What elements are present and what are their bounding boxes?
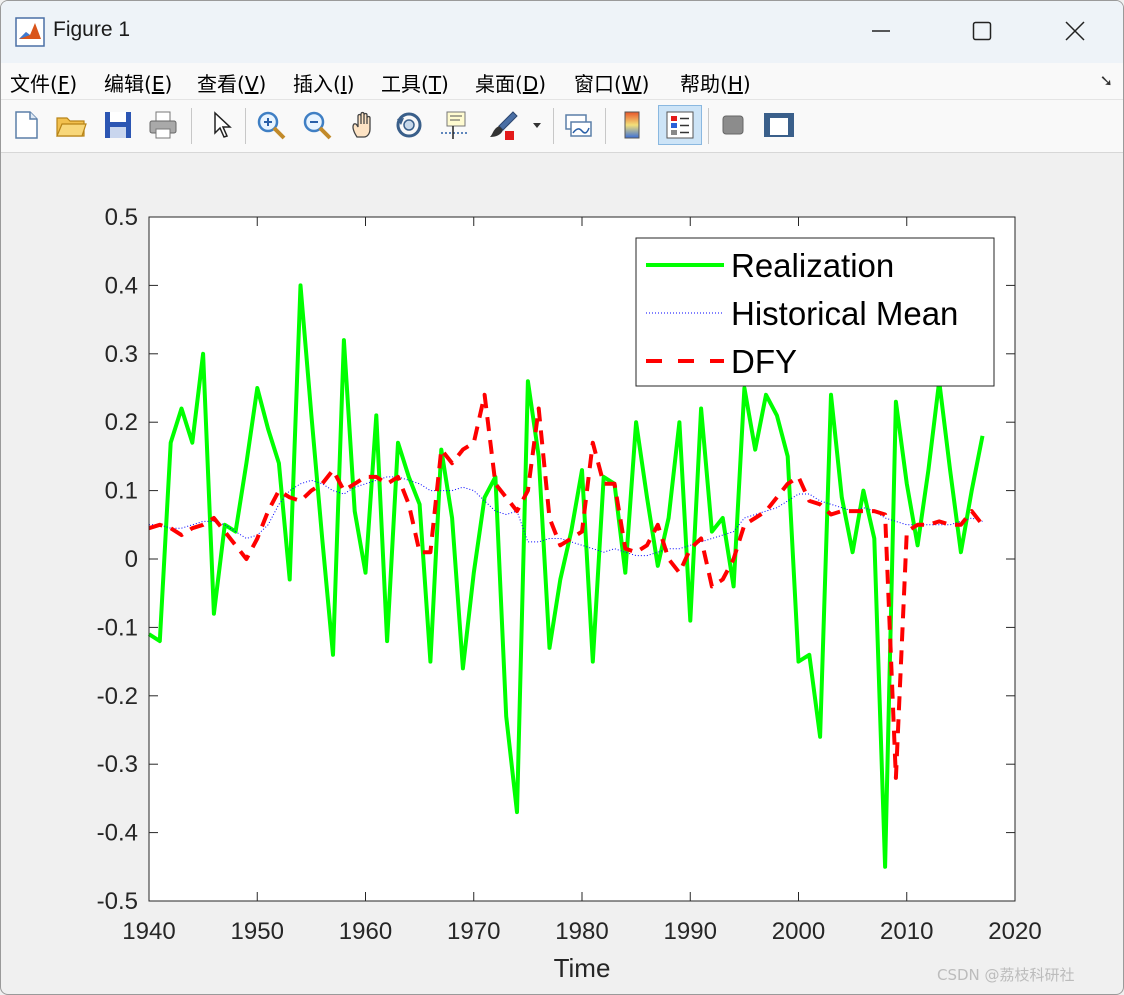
window-title: Figure 1 (53, 18, 131, 41)
x-tick-label: 1980 (555, 918, 608, 945)
new-figure-button[interactable] (8, 107, 44, 143)
toolbar-separator (605, 108, 606, 144)
data-cursor-icon (441, 111, 469, 139)
legend-icon (666, 111, 694, 139)
colorbar-icon (624, 111, 640, 139)
zoom-in-icon (257, 111, 286, 140)
brush-icon (490, 111, 518, 140)
maximize-icon (972, 21, 992, 41)
link-plot-icon (565, 114, 592, 137)
save-icon (105, 112, 131, 138)
toolbar-separator (245, 108, 246, 144)
y-tick-label: -0.4 (97, 820, 138, 847)
y-tick-label: -0.5 (97, 888, 138, 915)
hide-plot-tools-button[interactable] (715, 107, 751, 143)
chevron-down-icon (533, 123, 541, 128)
menu-desktop[interactable]: 桌面(D) (475, 72, 547, 96)
series-line-dfy (148, 392, 985, 780)
zoom-out-button[interactable] (299, 107, 335, 143)
menu-edit[interactable]: 编辑(E) (104, 72, 173, 96)
menu-tools[interactable]: 工具(T) (381, 72, 449, 96)
x-tick-label: 1960 (339, 918, 392, 945)
y-tick-label: 0.5 (105, 204, 138, 231)
save-button[interactable] (100, 107, 136, 143)
open-folder-icon (56, 117, 87, 137)
close-icon (1065, 21, 1085, 41)
show-plot-tools-icon (764, 113, 794, 137)
y-tick-label: 0.2 (105, 409, 138, 436)
open-button[interactable] (53, 107, 89, 143)
edit-plot-button[interactable] (202, 107, 238, 143)
print-button[interactable] (145, 107, 181, 143)
x-tick-label: 1970 (447, 918, 500, 945)
zoom-in-button[interactable] (253, 107, 289, 143)
new-file-icon (15, 111, 38, 139)
rotate-3d-icon (396, 112, 422, 138)
pan-hand-icon (352, 111, 371, 138)
hide-plot-tools-icon (722, 115, 744, 135)
brush-button[interactable] (485, 107, 521, 143)
print-icon (149, 111, 177, 139)
figure-toolbar (1, 100, 1123, 153)
rotate-button[interactable] (391, 107, 427, 143)
watermark-text: CSDN @荔枝科研社 (937, 966, 1075, 984)
minimize-button[interactable] (851, 11, 911, 51)
show-plot-tools-button[interactable] (761, 107, 797, 143)
x-tick-label: 2000 (772, 918, 825, 945)
matlab-app-icon (15, 17, 45, 47)
legend-entry-label: DFY (731, 343, 797, 380)
x-tick-label: 1940 (122, 918, 175, 945)
series-line-realization (147, 283, 985, 869)
insert-colorbar-button[interactable] (614, 107, 650, 143)
y-tick-label: -0.3 (97, 751, 138, 778)
minimize-icon (872, 30, 890, 32)
legend-box (635, 237, 995, 387)
menu-bar: 文件(F) 编辑(E) 查看(V) 插入(I) 工具(T) 桌面(D) 窗口(W… (1, 63, 1123, 100)
dock-arrow-icon[interactable]: ➘ (1099, 71, 1113, 90)
y-tick-label: 0.1 (105, 478, 138, 505)
zoom-out-icon (303, 111, 332, 140)
menu-insert[interactable]: 插入(I) (293, 72, 355, 96)
close-button[interactable] (1045, 11, 1105, 51)
y-tick-label: -0.1 (97, 614, 138, 641)
title-bar[interactable]: Figure 1 (1, 1, 1123, 63)
y-tick-label: 0.4 (105, 272, 138, 299)
x-tick-label: 1950 (231, 918, 284, 945)
y-tick-label: 0 (125, 546, 138, 573)
pointer-icon (214, 111, 232, 138)
insert-legend-button[interactable] (658, 105, 702, 145)
menu-window[interactable]: 窗口(W) (574, 72, 650, 96)
toolbar-separator (191, 108, 192, 144)
y-tick-label: -0.2 (97, 683, 138, 710)
toolbar-separator (708, 108, 709, 144)
y-tick-label: 0.3 (105, 341, 138, 368)
menu-file[interactable]: 文件(F) (10, 72, 78, 96)
x-tick-label: 2020 (988, 918, 1041, 945)
x-tick-label: 1990 (664, 918, 717, 945)
pan-button[interactable] (346, 107, 382, 143)
legend-entry-label: Historical Mean (731, 295, 958, 332)
link-plot-button[interactable] (560, 107, 596, 143)
legend-entry-label: Realization (731, 247, 894, 284)
toolbar-separator (553, 108, 554, 144)
menu-view[interactable]: 查看(V) (197, 72, 267, 96)
x-axis-label: Time (554, 953, 611, 983)
data-tips-button[interactable] (437, 107, 473, 143)
menu-help[interactable]: 帮助(H) (680, 72, 751, 96)
maximize-button[interactable] (952, 11, 1012, 51)
brush-dropdown-button[interactable] (527, 107, 547, 143)
x-tick-label: 2010 (880, 918, 933, 945)
